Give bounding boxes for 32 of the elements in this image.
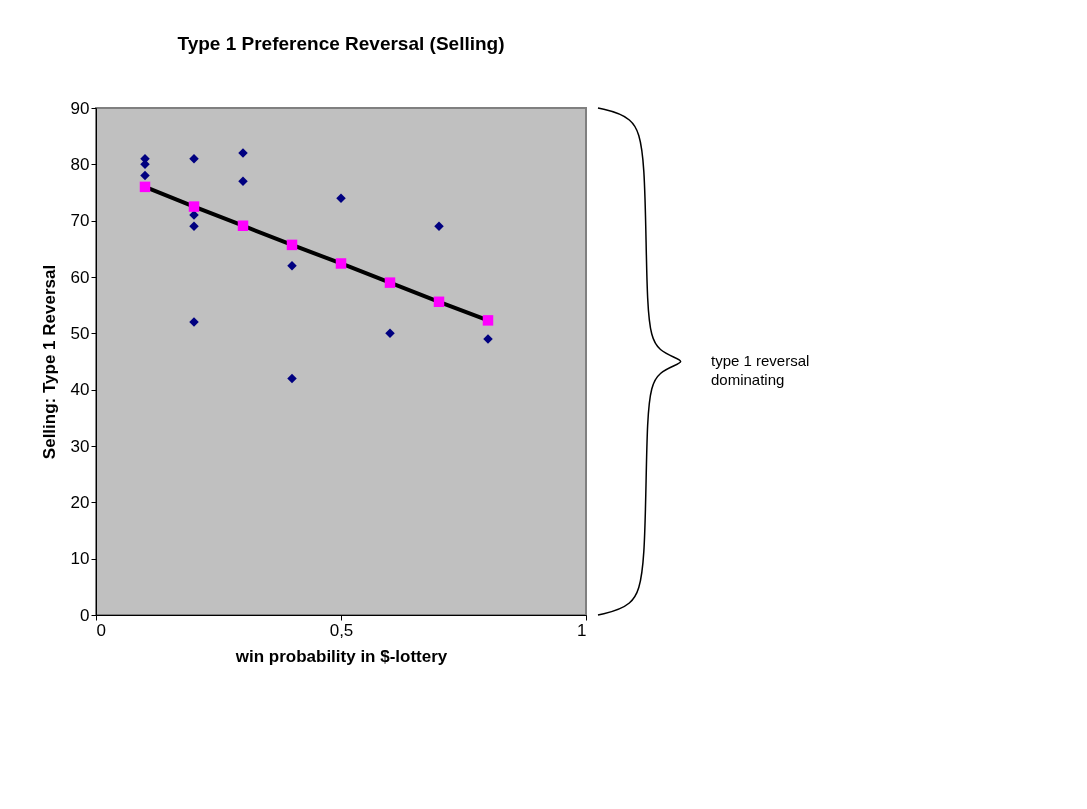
point	[287, 260, 297, 271]
point	[433, 296, 445, 308]
point	[335, 258, 347, 269]
y-tick-label: 40	[70, 380, 90, 400]
point	[287, 373, 297, 384]
point	[385, 328, 395, 339]
point	[189, 153, 199, 164]
x-axis-title: win probability in $-lottery	[234, 646, 448, 666]
y-tick-label: 60	[70, 267, 90, 287]
point	[188, 201, 200, 212]
point	[286, 239, 298, 251]
y-tick-label: 20	[70, 492, 90, 512]
y-tick-label: 10	[70, 549, 90, 569]
y-tick-label: 70	[70, 211, 90, 231]
chart-title: Type 1 Preference Reversal (Selling)	[177, 33, 505, 54]
y-tick-label: 50	[70, 323, 90, 343]
point	[434, 221, 444, 232]
y-tick-label: 30	[70, 436, 90, 456]
text: type 1 reversal dominating	[711, 351, 810, 388]
point	[139, 181, 151, 193]
y-axis-title: Selling: Type 1 Reversal	[39, 264, 59, 460]
y-tick-label: 90	[70, 98, 90, 118]
x-tick-label: 0	[96, 620, 106, 640]
point	[482, 315, 494, 326]
y-tick-label: 80	[70, 154, 90, 174]
x-tick-label: 1	[577, 620, 587, 640]
x-tick-label: 0,5	[329, 620, 354, 640]
y-tick-label: 0	[80, 605, 90, 625]
point	[384, 277, 396, 288]
point	[237, 220, 249, 231]
point	[140, 170, 150, 181]
point	[189, 221, 199, 232]
